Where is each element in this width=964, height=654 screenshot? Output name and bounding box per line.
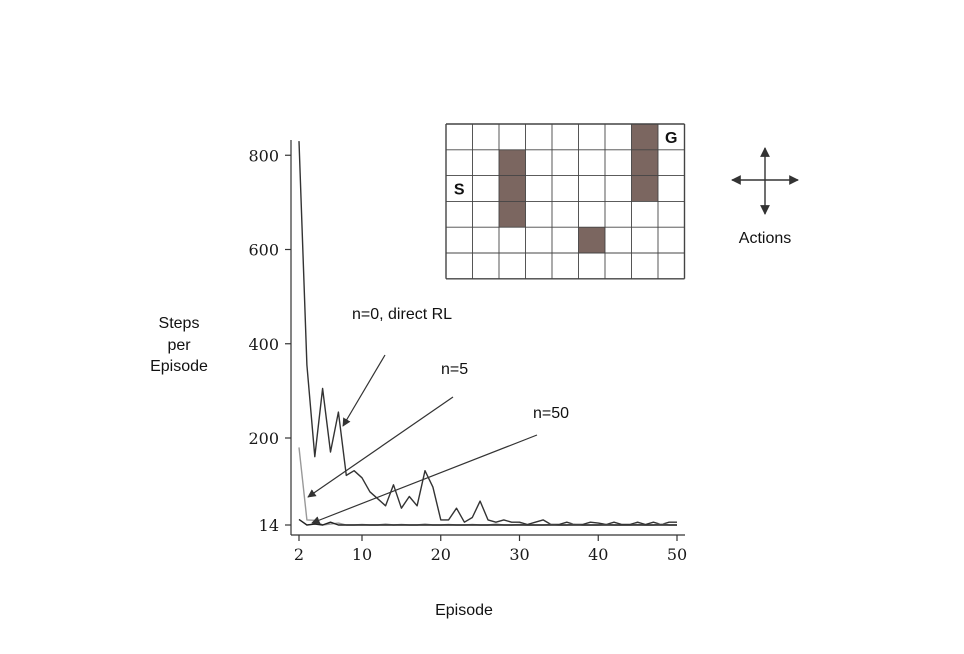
annotations: n=0, direct RL n=5 n=50 bbox=[307, 306, 569, 525]
annotation-arrow-n5 bbox=[307, 396, 454, 498]
maze-start-label: S bbox=[454, 182, 465, 199]
y-axis-title-line-2: per bbox=[167, 337, 191, 354]
x-ticks: 2 10 20 30 40 50 bbox=[294, 535, 687, 564]
series-line-n-0-direct-rl bbox=[298, 141, 677, 526]
x-tick-label: 20 bbox=[431, 545, 451, 564]
chart-axes bbox=[290, 140, 685, 536]
x-tick-label: 40 bbox=[588, 545, 608, 564]
maze-wall-cell bbox=[499, 149, 526, 176]
maze-grid: SG bbox=[445, 123, 686, 280]
maze-wall-cell bbox=[631, 124, 658, 150]
x-tick-label: 50 bbox=[667, 545, 687, 564]
maze-wall-cell bbox=[499, 201, 526, 228]
maze-wall-cell bbox=[631, 149, 658, 176]
maze-wall-cell bbox=[499, 175, 526, 202]
x-tick-label: 2 bbox=[294, 545, 304, 564]
series-line-n-50 bbox=[298, 518, 677, 526]
y-axis-title-line-1: Steps bbox=[159, 315, 200, 332]
annotation-arrow-n0 bbox=[342, 354, 386, 427]
y-ticks: 14 200 400 600 800 bbox=[248, 146, 291, 535]
y-axis-title: Steps per Episode bbox=[150, 315, 208, 375]
y-tick-label: 14 bbox=[259, 516, 279, 535]
maze-wall-cell bbox=[631, 175, 658, 202]
y-tick-label: 200 bbox=[248, 429, 279, 448]
x-axis-title: Episode bbox=[435, 602, 493, 619]
series-line-n-5 bbox=[298, 447, 677, 526]
y-tick-label: 800 bbox=[248, 146, 279, 165]
maze-wall-cell bbox=[578, 227, 605, 253]
x-tick-label: 10 bbox=[352, 545, 372, 564]
annotation-label-n50: n=50 bbox=[533, 405, 569, 422]
four-way-arrows-icon bbox=[731, 147, 799, 215]
x-tick-label: 30 bbox=[509, 545, 529, 564]
maze-goal-label: G bbox=[665, 130, 677, 147]
annotation-arrow-n50 bbox=[311, 434, 538, 525]
annotation-label-n5: n=5 bbox=[441, 361, 468, 378]
y-axis-title-line-3: Episode bbox=[150, 358, 208, 375]
series-layer bbox=[298, 141, 677, 526]
actions-label: Actions bbox=[739, 230, 791, 247]
y-tick-label: 600 bbox=[248, 241, 279, 260]
annotation-label-n0: n=0, direct RL bbox=[352, 306, 452, 323]
y-tick-label: 400 bbox=[248, 335, 279, 354]
